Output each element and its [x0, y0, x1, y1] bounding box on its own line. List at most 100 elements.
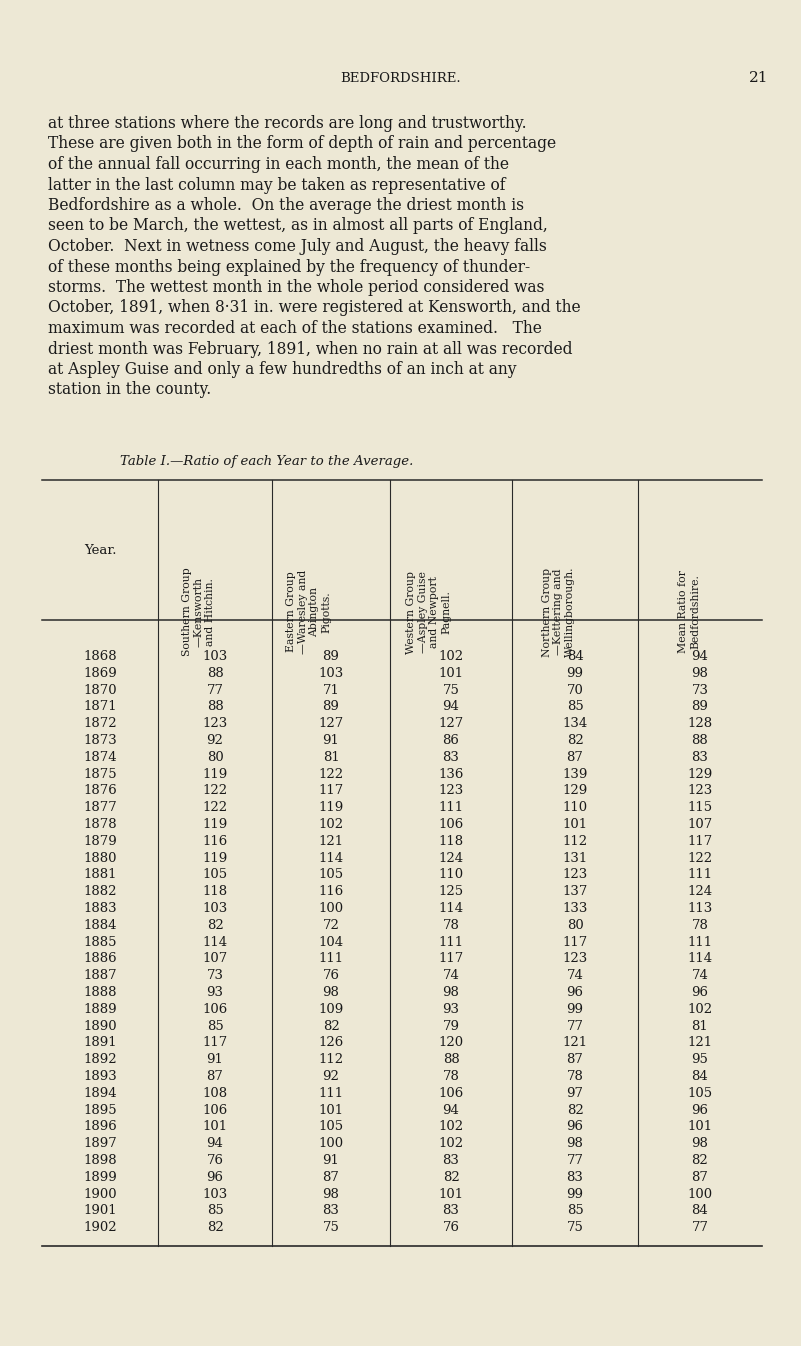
Text: 116: 116 — [318, 886, 344, 898]
Text: 118: 118 — [438, 835, 464, 848]
Text: 123: 123 — [562, 868, 588, 882]
Text: 1883: 1883 — [83, 902, 117, 915]
Text: 119: 119 — [203, 818, 227, 830]
Text: 101: 101 — [203, 1120, 227, 1133]
Text: 110: 110 — [562, 801, 588, 814]
Text: 124: 124 — [687, 886, 713, 898]
Text: 78: 78 — [691, 919, 708, 931]
Text: 1869: 1869 — [83, 666, 117, 680]
Text: 74: 74 — [443, 969, 460, 983]
Text: 94: 94 — [691, 650, 708, 662]
Text: 1890: 1890 — [83, 1019, 117, 1032]
Text: Year.: Year. — [84, 544, 116, 556]
Text: 98: 98 — [566, 1137, 583, 1149]
Text: 125: 125 — [438, 886, 464, 898]
Text: 75: 75 — [566, 1221, 583, 1234]
Text: 89: 89 — [323, 650, 340, 662]
Text: 94: 94 — [443, 700, 460, 713]
Text: 81: 81 — [323, 751, 340, 763]
Text: Northern Group
—Kettering and
Wellingborough.: Northern Group —Kettering and Wellingbor… — [541, 567, 575, 657]
Text: 88: 88 — [443, 1053, 460, 1066]
Text: 117: 117 — [687, 835, 713, 848]
Text: 1902: 1902 — [83, 1221, 117, 1234]
Text: 94: 94 — [207, 1137, 223, 1149]
Text: 120: 120 — [438, 1036, 464, 1050]
Text: 99: 99 — [566, 1187, 583, 1201]
Text: 100: 100 — [319, 902, 344, 915]
Text: 99: 99 — [566, 1003, 583, 1016]
Text: 78: 78 — [566, 1070, 583, 1084]
Text: 122: 122 — [203, 801, 227, 814]
Text: 112: 112 — [319, 1053, 344, 1066]
Text: storms.  The wettest month in the whole period considered was: storms. The wettest month in the whole p… — [48, 279, 545, 296]
Text: 126: 126 — [318, 1036, 344, 1050]
Text: 111: 111 — [319, 1086, 344, 1100]
Text: 98: 98 — [323, 1187, 340, 1201]
Text: 89: 89 — [691, 700, 708, 713]
Text: 82: 82 — [207, 1221, 223, 1234]
Text: 73: 73 — [691, 684, 709, 696]
Text: 105: 105 — [203, 868, 227, 882]
Text: 1896: 1896 — [83, 1120, 117, 1133]
Text: 1872: 1872 — [83, 717, 117, 730]
Text: 83: 83 — [691, 751, 708, 763]
Text: 106: 106 — [203, 1003, 227, 1016]
Text: October.  Next in wetness come July and August, the heavy falls: October. Next in wetness come July and A… — [48, 238, 547, 254]
Text: 1870: 1870 — [83, 684, 117, 696]
Text: 21: 21 — [749, 71, 769, 85]
Text: 82: 82 — [207, 919, 223, 931]
Text: 111: 111 — [438, 801, 464, 814]
Text: of the annual fall occurring in each month, the mean of the: of the annual fall occurring in each mon… — [48, 156, 509, 174]
Text: 76: 76 — [323, 969, 340, 983]
Text: 96: 96 — [691, 1104, 709, 1116]
Text: 113: 113 — [687, 902, 713, 915]
Text: 137: 137 — [562, 886, 588, 898]
Text: 1886: 1886 — [83, 953, 117, 965]
Text: 1884: 1884 — [83, 919, 117, 931]
Text: 1871: 1871 — [83, 700, 117, 713]
Text: 84: 84 — [691, 1070, 708, 1084]
Text: 88: 88 — [207, 666, 223, 680]
Text: 93: 93 — [442, 1003, 460, 1016]
Text: 112: 112 — [562, 835, 588, 848]
Text: 77: 77 — [566, 1154, 583, 1167]
Text: 77: 77 — [207, 684, 223, 696]
Text: October, 1891, when 8·31 in. were registered at Kensworth, and the: October, 1891, when 8·31 in. were regist… — [48, 300, 581, 316]
Text: 73: 73 — [207, 969, 223, 983]
Text: 1868: 1868 — [83, 650, 117, 662]
Text: 119: 119 — [318, 801, 344, 814]
Text: 93: 93 — [207, 985, 223, 999]
Text: 78: 78 — [443, 1070, 460, 1084]
Text: 88: 88 — [691, 734, 708, 747]
Text: 92: 92 — [207, 734, 223, 747]
Text: 84: 84 — [691, 1205, 708, 1217]
Text: 74: 74 — [691, 969, 708, 983]
Text: 81: 81 — [691, 1019, 708, 1032]
Text: 134: 134 — [562, 717, 588, 730]
Text: 74: 74 — [566, 969, 583, 983]
Text: 129: 129 — [687, 767, 713, 781]
Text: Western Group
—Aspley Guise
and Newport
Pagnell.: Western Group —Aspley Guise and Newport … — [406, 571, 451, 654]
Text: 87: 87 — [691, 1171, 708, 1183]
Text: 77: 77 — [566, 1019, 583, 1032]
Text: 121: 121 — [687, 1036, 713, 1050]
Text: 111: 111 — [438, 935, 464, 949]
Text: 1881: 1881 — [83, 868, 117, 882]
Text: 101: 101 — [562, 818, 588, 830]
Text: 117: 117 — [318, 785, 344, 797]
Text: BEDFORDSHIRE.: BEDFORDSHIRE. — [340, 71, 461, 85]
Text: 72: 72 — [323, 919, 340, 931]
Text: 1887: 1887 — [83, 969, 117, 983]
Text: Table I.—Ratio of each Year to the Average.: Table I.—Ratio of each Year to the Avera… — [120, 455, 413, 468]
Text: 116: 116 — [203, 835, 227, 848]
Text: 85: 85 — [566, 700, 583, 713]
Text: 82: 82 — [691, 1154, 708, 1167]
Text: 80: 80 — [207, 751, 223, 763]
Text: Southern Group
—Kensworth
and Hitchin.: Southern Group —Kensworth and Hitchin. — [182, 568, 215, 657]
Text: 98: 98 — [691, 1137, 708, 1149]
Text: 102: 102 — [687, 1003, 713, 1016]
Text: 82: 82 — [566, 1104, 583, 1116]
Text: 114: 114 — [687, 953, 713, 965]
Text: 122: 122 — [319, 767, 344, 781]
Text: 1891: 1891 — [83, 1036, 117, 1050]
